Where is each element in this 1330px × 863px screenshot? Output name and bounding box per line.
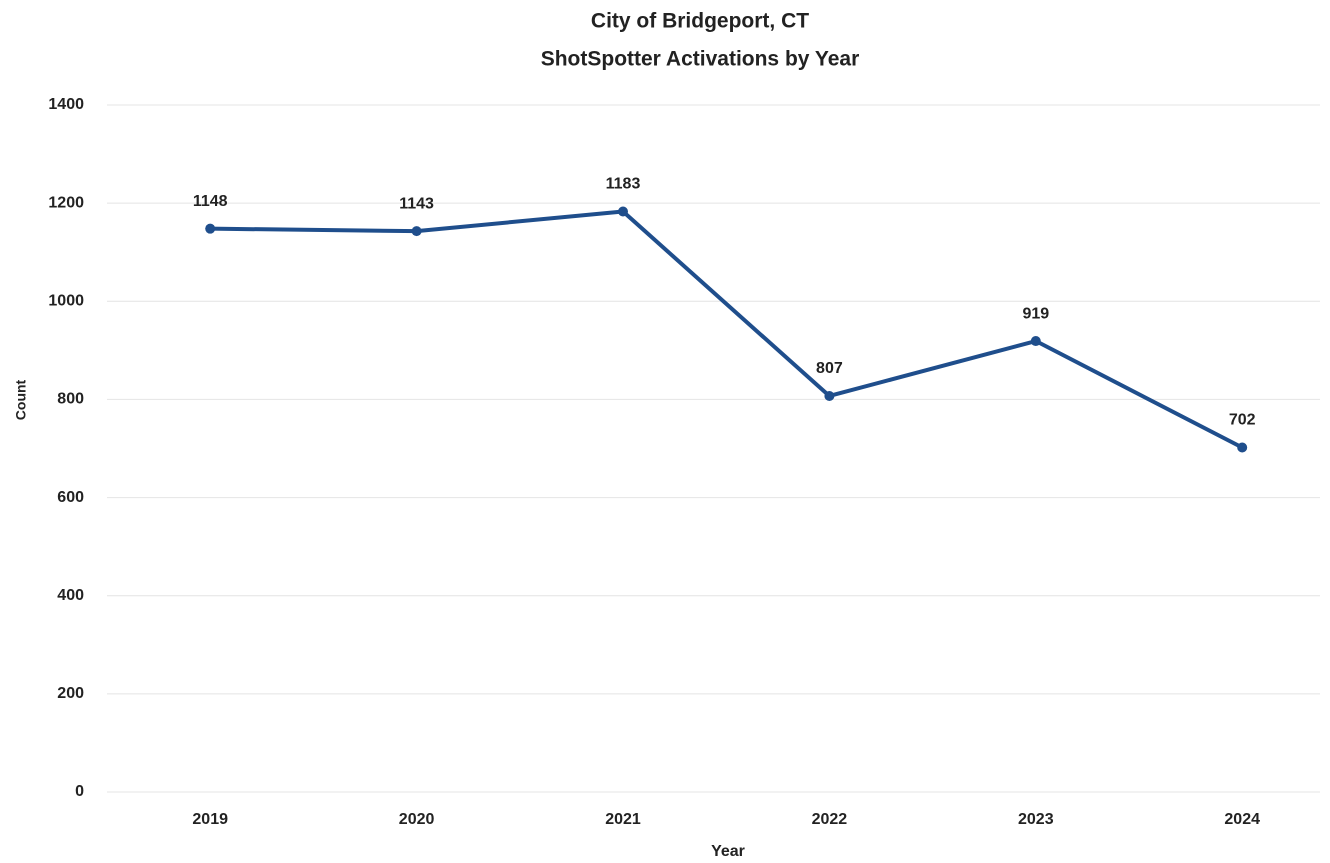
point — [618, 206, 628, 217]
data-label: 1143 — [399, 195, 434, 212]
chart-title: City of Bridgeport, CT — [591, 10, 809, 33]
point — [411, 226, 422, 237]
y-tick-label: 200 — [57, 685, 84, 702]
y-tick-label: 600 — [57, 489, 84, 506]
data-label: 702 — [1229, 412, 1256, 429]
y-tick-label: 800 — [57, 391, 84, 408]
data-label: 1183 — [606, 176, 641, 193]
y-tick-label: 400 — [57, 587, 84, 604]
line — [210, 209, 1244, 450]
x-axis-label: Year — [711, 843, 745, 860]
chart-subtitle: ShotSpotter Activations by Year — [541, 48, 860, 71]
x-tick-label: 2022 — [812, 811, 848, 828]
y-tick-label: 1400 — [48, 96, 84, 113]
point — [1237, 442, 1248, 453]
x-tick-label: 2020 — [399, 811, 435, 828]
data-label: 807 — [816, 360, 843, 377]
y-axis-label: Count — [13, 379, 29, 420]
x-tick-label: 2021 — [605, 811, 641, 828]
point — [824, 390, 835, 401]
data-label: 919 — [1022, 305, 1049, 322]
point — [1030, 336, 1041, 347]
x-tick-label: 2024 — [1224, 811, 1260, 828]
x-tick-label: 2019 — [192, 811, 228, 828]
y-tick-label: 1000 — [48, 293, 84, 310]
data-label: 1148 — [193, 193, 228, 210]
y-tick-label: 0 — [75, 783, 84, 800]
y-tick-label: 1200 — [48, 194, 84, 211]
x-tick-label: 2023 — [1018, 811, 1054, 828]
point — [205, 223, 216, 234]
